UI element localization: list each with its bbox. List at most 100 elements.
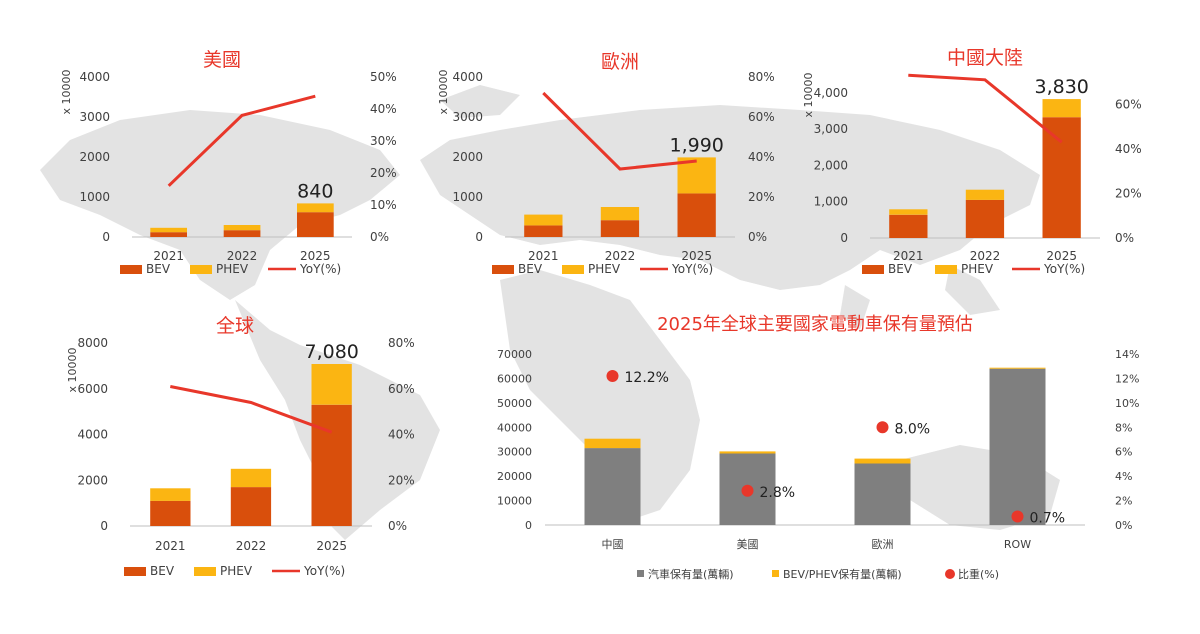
y2-tick-label: 10%: [1115, 397, 1139, 410]
bar-bev: [600, 220, 640, 237]
legend-label-phev: PHEV: [961, 262, 994, 276]
legend-swatch-share: [945, 569, 955, 579]
bar-ev-stock: [989, 367, 1046, 369]
y2-tick-label: 0%: [748, 230, 767, 244]
bar-phev: [230, 468, 272, 488]
chart-global: 全球 x 10000 0 2000 4000 6000 8000 0% 20% 40% 60% 80%…: [66, 315, 415, 578]
legend-swatch-phev: [562, 265, 584, 274]
legend-label-phev: PHEV: [220, 564, 253, 578]
bar-phev: [311, 364, 352, 405]
bar-bev: [150, 232, 187, 237]
legend-label-yoy: YoY(%): [1043, 262, 1085, 276]
bar-bev: [889, 214, 928, 238]
bar-bev: [297, 212, 334, 237]
x-tick-label: 2022: [236, 539, 267, 553]
y2-tick-label: 50%: [370, 70, 397, 84]
bar-phev: [150, 227, 187, 233]
y2-tick-label: 6%: [1115, 446, 1132, 459]
share-label: 2.8%: [760, 485, 796, 501]
y2-tick-label: 0%: [370, 230, 389, 244]
map-shape-0: [40, 110, 400, 300]
bar-phev: [297, 203, 334, 213]
x-tick-label: 2022: [605, 249, 636, 263]
total-label: 840: [297, 180, 333, 202]
legend-swatch-phev: [190, 265, 212, 274]
chart-stock2025: 2025年全球主要國家電動車保有量預估 0 10000 20000 30000 40000…: [497, 314, 1139, 581]
y-tick-label: 0: [525, 519, 532, 532]
map-shape-2: [420, 105, 1040, 290]
legend-swatch-phev: [194, 567, 216, 576]
legend-label-phev: PHEV: [216, 262, 249, 276]
bar-phev: [524, 214, 563, 226]
yoy-line: [908, 73, 1063, 144]
map-shape-7: [440, 85, 520, 118]
legend-swatch-phev: [935, 265, 957, 274]
y-tick-label: 3000: [79, 110, 110, 124]
y2-tick-label: 0%: [1115, 231, 1134, 245]
y-tick-label: 0: [100, 519, 108, 533]
bar-phev: [150, 488, 191, 501]
y2-tick-label: 60%: [1115, 97, 1142, 111]
y2-tick-label: 20%: [370, 166, 397, 180]
legend-label-yoy: YoY(%): [303, 564, 345, 578]
y-tick-label: 1,000: [814, 195, 848, 209]
x-tick-label: 2021: [893, 249, 924, 263]
y-axis-label: x 10000: [60, 69, 73, 114]
x-tick-label: 2025: [681, 249, 712, 263]
y2-tick-label: 30%: [370, 134, 397, 148]
share-label: 8.0%: [895, 421, 931, 437]
bar-ev-stock: [584, 438, 641, 449]
charts-layer: 美國 x 10000 0 1000 2000 3000 4000 0% 10% 20% 30% 40%…: [60, 47, 1142, 581]
y-tick-label: 4000: [452, 70, 483, 84]
y2-tick-label: 12%: [1115, 372, 1139, 385]
y-tick-label: 0: [475, 230, 483, 244]
y-tick-label: 50000: [497, 397, 532, 410]
x-tick-label: 美國: [737, 538, 759, 551]
y-axis-label: x 10000: [437, 69, 450, 114]
y-tick-label: 2000: [452, 150, 483, 164]
yoy-line: [542, 91, 697, 171]
y2-tick-label: 8%: [1115, 421, 1132, 434]
total-label: 3,830: [1034, 76, 1088, 98]
yoy-line: [167, 94, 316, 187]
x-tick-label: ROW: [1004, 538, 1031, 551]
y2-tick-label: 60%: [748, 110, 775, 124]
x-tick-label: 2025: [316, 539, 347, 553]
bar-bev: [965, 199, 1005, 238]
bar-car-stock: [989, 368, 1046, 525]
y-tick-label: 0: [840, 231, 848, 245]
y-axis-label: x 10000: [802, 72, 815, 117]
share-point: [876, 421, 889, 434]
legend-label-bev: BEV: [146, 262, 171, 276]
bar-phev: [1042, 99, 1081, 118]
y-tick-label: 4000: [77, 428, 108, 442]
total-label: 1,990: [669, 134, 723, 156]
chart-title: 2025年全球主要國家電動車保有量預估: [657, 314, 973, 335]
bar-bev: [1042, 117, 1081, 238]
bar-bev: [311, 404, 352, 526]
y2-tick-label: 10%: [370, 198, 397, 212]
share-point: [1011, 510, 1024, 523]
chart-title: 美國: [203, 49, 241, 71]
y-tick-label: 1000: [79, 190, 110, 204]
y2-tick-label: 40%: [370, 102, 397, 116]
x-tick-label: 歐洲: [872, 537, 894, 551]
x-tick-label: 中國: [602, 538, 624, 551]
chart-us: 美國 x 10000 0 1000 2000 3000 4000 0% 10% 20% 30% 40%…: [60, 49, 397, 276]
bar-car-stock: [584, 448, 641, 525]
y-tick-label: 2,000: [814, 158, 848, 172]
y2-tick-label: 20%: [388, 473, 415, 487]
y-tick-label: 8000: [77, 336, 108, 350]
x-tick-label: 2021: [153, 249, 184, 263]
y2-tick-label: 60%: [388, 382, 415, 396]
legend-swatch-bev: [124, 567, 146, 576]
bar-ev-stock: [854, 458, 911, 464]
y2-tick-label: 20%: [748, 190, 775, 204]
bar-bev: [150, 500, 191, 526]
y2-tick-label: 0%: [388, 519, 407, 533]
bar-bev: [230, 487, 272, 526]
legend-swatch-car-stock: [637, 570, 644, 577]
y-tick-label: 4,000: [814, 86, 848, 100]
chart-title: 歐洲: [601, 51, 639, 73]
